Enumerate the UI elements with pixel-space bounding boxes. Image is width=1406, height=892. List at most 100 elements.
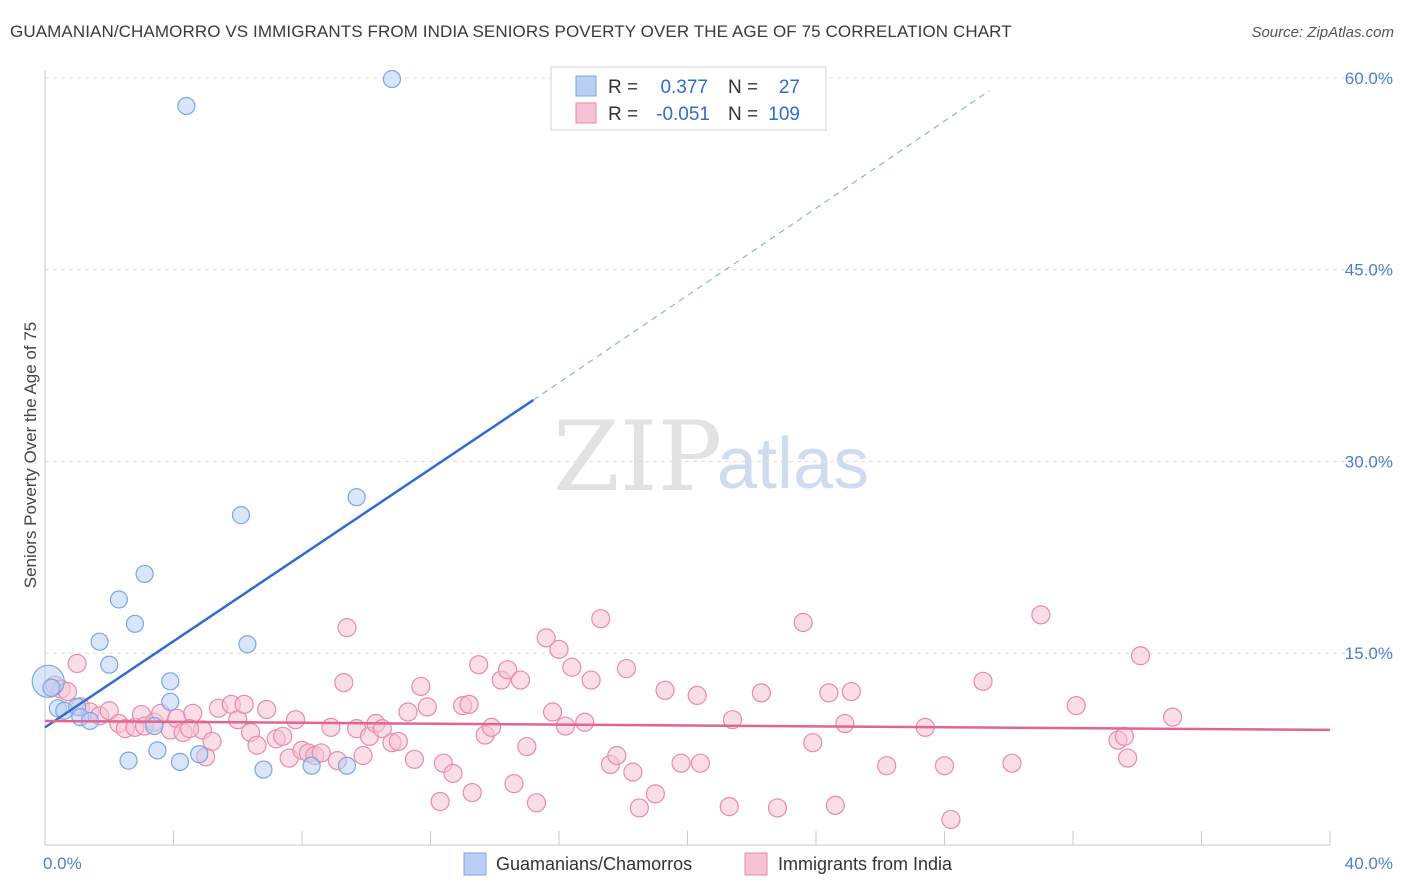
india-point-86 xyxy=(793,612,813,633)
india-point-76 xyxy=(623,762,643,782)
chart-title: GUAMANIAN/CHAMORRO VS IMMIGRANTS FROM IN… xyxy=(10,22,1012,41)
india-point-62 xyxy=(510,670,531,690)
legend-n-label-2: N = xyxy=(728,104,758,125)
india-point-85 xyxy=(767,798,788,818)
india-point-63 xyxy=(517,736,537,757)
india-point-81 xyxy=(687,685,707,706)
india-point-101 xyxy=(1118,748,1138,768)
guamanian-point-18 xyxy=(190,745,209,764)
guamanian-point-16 xyxy=(170,752,190,771)
india-point-107 xyxy=(877,756,897,776)
guamanian-trend-line xyxy=(44,398,534,729)
india-point-72 xyxy=(591,609,611,629)
india-point-105 xyxy=(459,694,479,714)
legend-n-label-1: N = xyxy=(728,77,758,98)
india-point-68 xyxy=(555,716,576,736)
guamanian-point-23 xyxy=(337,756,357,775)
legend-n-value-2: 109 xyxy=(768,104,800,125)
india-point-58 xyxy=(481,717,502,737)
legend-r-value-1: 0.377 xyxy=(660,77,708,98)
india-point-87 xyxy=(803,733,823,753)
india-point-95 xyxy=(973,671,993,691)
india-point-48 xyxy=(404,749,425,769)
india-point-64 xyxy=(526,793,547,813)
bottom-legend-label-guamanian: Guamanians/Chamorros xyxy=(496,854,692,874)
india-point-36 xyxy=(311,743,331,763)
guamanian-point-7 xyxy=(100,655,119,674)
india-point-69 xyxy=(562,657,582,677)
guamanian-point-19 xyxy=(231,506,251,525)
guamanian-point-15 xyxy=(161,672,180,691)
guamanian-point-14 xyxy=(161,692,180,711)
guamanian-point-10 xyxy=(125,614,145,633)
series-legend: Guamanians/Chamorros Immigrants from Ind… xyxy=(463,852,953,876)
india-point-67 xyxy=(549,639,569,659)
india-point-71 xyxy=(581,670,601,690)
india-point-79 xyxy=(655,680,675,700)
india-point-91 xyxy=(841,681,861,702)
legend-r-label-2: R = xyxy=(608,104,638,125)
guamanian-point-9 xyxy=(119,751,138,770)
india-point-98 xyxy=(1066,696,1086,716)
legend-r-label-1: R = xyxy=(608,77,638,98)
india-point-28 xyxy=(257,699,277,720)
y-tick-label-15: 15.0% xyxy=(1345,644,1393,663)
india-point-3 xyxy=(67,653,87,674)
x-tick-label-max: 40.0% xyxy=(1345,854,1393,873)
india-point-40 xyxy=(337,618,357,638)
bottom-legend-swatch-pink xyxy=(744,852,768,876)
india-point-83 xyxy=(719,797,739,817)
india-point-93 xyxy=(934,756,955,776)
india-point-88 xyxy=(819,683,839,703)
guamanian-point-22 xyxy=(302,756,321,775)
legend-box xyxy=(550,66,827,131)
india-point-47 xyxy=(388,731,408,752)
source-credit: Source: ZipAtlas.com xyxy=(1251,24,1394,41)
guamanian-point-24 xyxy=(347,488,366,507)
india-point-97 xyxy=(1031,605,1051,625)
india-trend-line xyxy=(44,719,1331,732)
india-point-106 xyxy=(722,710,743,730)
guamanian-point-13 xyxy=(148,741,167,760)
y-tick-label-30: 30.0% xyxy=(1345,452,1393,471)
india-point-61 xyxy=(504,774,524,794)
guamanian-point-11 xyxy=(135,564,154,584)
india-point-53 xyxy=(443,763,463,783)
guamanian-point-21 xyxy=(254,760,273,779)
x-axis-ticks xyxy=(44,831,1331,845)
legend-swatch-pink xyxy=(575,102,597,124)
guamanian-trend-extension xyxy=(532,90,990,401)
guamanian-points-group xyxy=(31,69,402,779)
guamanian-point-17 xyxy=(177,96,196,116)
india-point-75 xyxy=(616,658,637,679)
legend-r-value-2: -0.051 xyxy=(656,104,710,125)
india-point-37 xyxy=(321,717,341,737)
grid-lines xyxy=(45,77,1392,654)
india-point-56 xyxy=(469,655,489,675)
y-tick-label-45: 45.0% xyxy=(1345,261,1393,280)
guamanian-point-8 xyxy=(109,590,128,609)
india-point-7 xyxy=(99,701,119,721)
india-point-21 xyxy=(202,731,222,752)
legend-swatch-blue xyxy=(575,75,597,97)
india-point-55 xyxy=(462,782,482,803)
watermark-atlas: atlas xyxy=(717,424,869,504)
india-point-78 xyxy=(645,784,665,804)
india-point-27 xyxy=(247,735,267,755)
india-point-80 xyxy=(671,753,691,773)
y-axis-label: Seniors Poverty Over the Age of 75 xyxy=(21,322,40,588)
guamanian-point-6 xyxy=(90,632,109,651)
watermark-zip: ZIP xyxy=(553,401,722,513)
india-points-group xyxy=(45,605,1183,830)
guamanian-point-12 xyxy=(145,716,164,736)
india-point-102 xyxy=(1130,646,1151,666)
bottom-legend-swatch-blue xyxy=(463,852,487,876)
india-point-50 xyxy=(417,697,437,717)
india-point-32 xyxy=(285,710,306,730)
india-point-77 xyxy=(629,798,649,818)
x-tick-label-min: 0.0% xyxy=(43,854,82,873)
india-point-94 xyxy=(941,809,961,830)
y-tick-label-60: 60.0% xyxy=(1345,69,1393,88)
legend-n-value-1: 27 xyxy=(779,77,800,98)
trend-lines xyxy=(44,90,1331,732)
